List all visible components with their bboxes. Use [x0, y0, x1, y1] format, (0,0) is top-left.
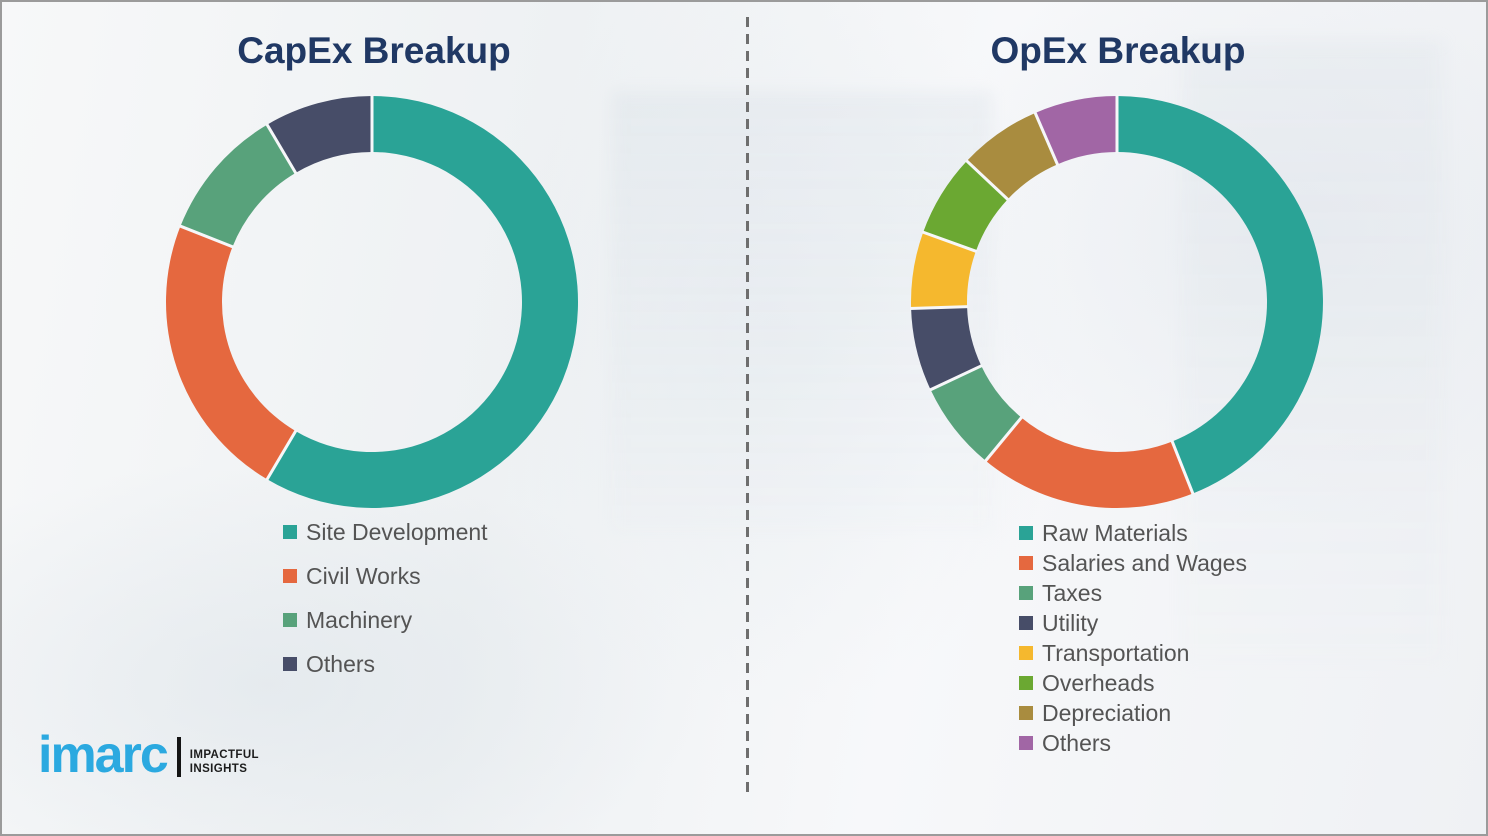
dashed-divider — [746, 17, 749, 792]
donut-segment-others — [1035, 96, 1117, 165]
segment-separator — [929, 364, 983, 392]
capex-legend: Site Development Civil Works Machinery Othe… — [283, 510, 488, 686]
legend-label: Depreciation — [1042, 699, 1172, 726]
segment-separator — [1033, 111, 1060, 166]
donut-segment-utility — [911, 306, 982, 390]
legend-item: Salaries and Wages — [1019, 548, 1247, 578]
legend-swatch — [1019, 526, 1033, 540]
opex-donut-chart — [910, 95, 1323, 508]
legend-label: Site Development — [306, 518, 488, 545]
donut-segment-transportation — [910, 232, 976, 309]
donut-segment-overheads — [923, 160, 1008, 252]
legend-item: Site Development — [283, 510, 488, 554]
opex-legend: Raw Materials Salaries and Wages Taxes Util… — [1019, 518, 1247, 758]
capex-donut-chart — [166, 95, 579, 509]
segment-separator — [910, 305, 969, 310]
legend-item: Others — [1019, 728, 1247, 758]
segment-separator — [1170, 439, 1195, 496]
logo-separator-bar — [176, 736, 181, 777]
legend-swatch — [1019, 556, 1033, 570]
legend-label: Utility — [1042, 609, 1099, 636]
donut-segment-others — [267, 96, 372, 173]
segment-separator — [265, 123, 298, 175]
legend-swatch — [283, 657, 297, 671]
donut-segment-salaries-and-wages — [985, 417, 1193, 508]
legend-label: Transportation — [1042, 639, 1190, 666]
legend-swatch — [283, 613, 297, 627]
legend-swatch — [1019, 736, 1033, 750]
legend-swatch — [283, 525, 297, 539]
opex-chart-title: OpEx Breakup — [990, 30, 1246, 71]
legend-item: Depreciation — [1019, 698, 1247, 728]
legend-item: Raw Materials — [1019, 518, 1247, 548]
legend-label: Others — [1042, 729, 1112, 756]
legend-swatch — [1019, 586, 1033, 600]
donut-segment-taxes — [930, 365, 1022, 461]
segment-separator — [265, 429, 298, 481]
segment-separator — [965, 159, 1010, 202]
legend-item: Machinery — [283, 598, 488, 642]
legend-label: Others — [306, 650, 376, 677]
legend-label: Raw Materials — [1042, 519, 1188, 546]
legend-label: Taxes — [1042, 579, 1103, 606]
tagline-line-2: INSIGHTS — [189, 763, 248, 776]
imarc-logo-wordmark: imarc — [38, 726, 169, 784]
segment-separator — [921, 230, 978, 253]
legend-swatch — [283, 569, 297, 583]
legend-item: Civil Works — [283, 554, 488, 598]
donut-segment-raw-materials — [1117, 96, 1323, 494]
legend-swatch — [1019, 706, 1033, 720]
imarc-logo-tagline: IMPACTFUL INSIGHTS — [190, 749, 259, 777]
capex-chart-title: CapEx Breakup — [237, 30, 511, 71]
legend-label: Machinery — [306, 606, 413, 633]
tagline-line-1: IMPACTFUL — [189, 749, 259, 762]
legend-label: Civil Works — [306, 562, 421, 589]
legend-swatch — [1019, 646, 1033, 660]
legend-swatch — [1019, 616, 1033, 630]
segment-separator — [983, 415, 1024, 463]
legend-swatch — [1019, 676, 1033, 690]
imarc-logo: imarc IMPACTFUL INSIGHTS — [38, 726, 259, 784]
legend-item: Utility — [1019, 608, 1247, 638]
donut-segment-depreciation — [966, 112, 1058, 200]
segment-separator — [178, 224, 235, 249]
legend-label: Overheads — [1042, 669, 1155, 696]
donut-segment-civil-works — [166, 226, 296, 480]
donut-segment-machinery — [180, 124, 296, 247]
legend-item: Transportation — [1019, 638, 1247, 668]
legend-label: Salaries and Wages — [1042, 549, 1247, 576]
donut-segment-site-development — [267, 96, 579, 509]
legend-item: Overheads — [1019, 668, 1247, 698]
legend-item: Taxes — [1019, 578, 1247, 608]
legend-item: Others — [283, 642, 488, 686]
